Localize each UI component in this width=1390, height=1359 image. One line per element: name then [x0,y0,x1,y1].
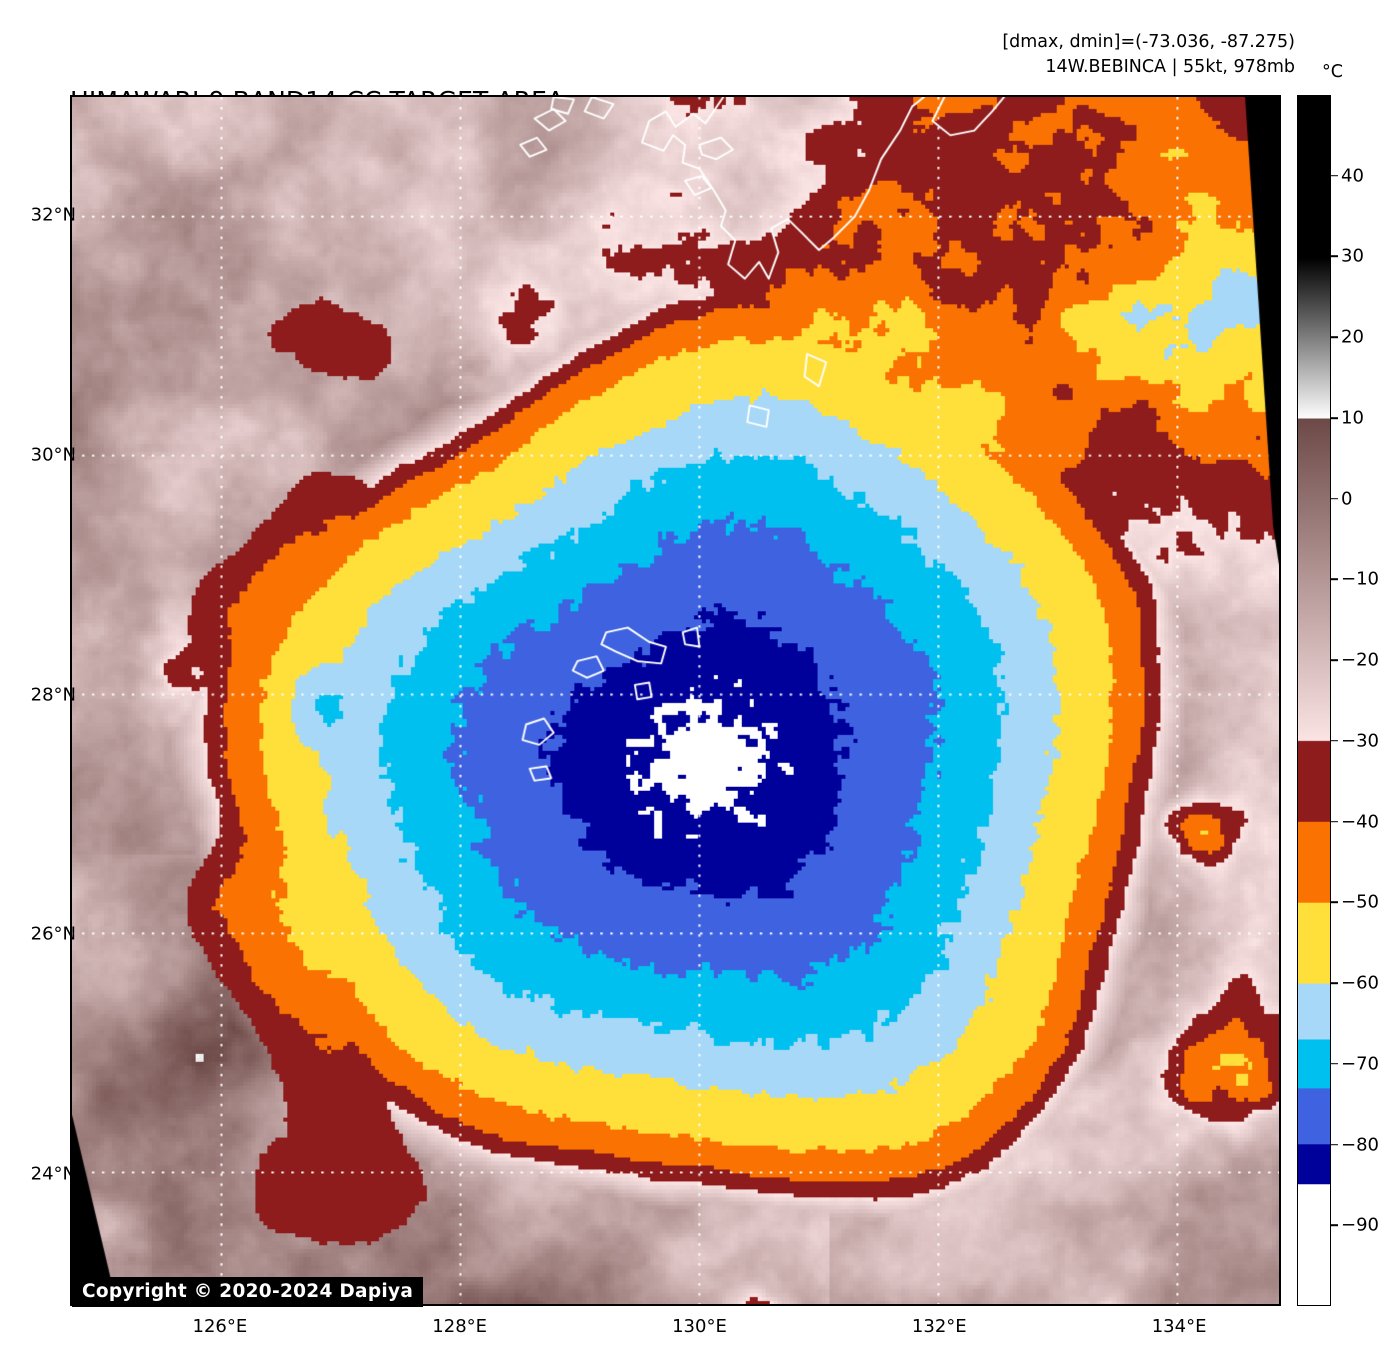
colorbar-tick-mark [1331,1063,1338,1065]
copyright-watermark: Copyright © 2020-2024 Dapiya [72,1277,424,1307]
satellite-image-canvas [72,97,1279,1304]
colorbar-tick-mark [1331,1224,1338,1227]
colorbar-tick-mark [1331,336,1338,338]
colorbar [1297,95,1331,1306]
lat-tick-label-28: 28°N [30,684,76,705]
colorbar-canvas [1298,96,1330,1305]
lon-tick-label-126: 126°E [192,1316,248,1337]
colorbar-tick-label-30: 30 [1341,245,1364,267]
colorbar-unit-label: °C [1322,62,1343,82]
colorbar-tick-label--70: −70 [1341,1053,1379,1075]
lat-tick-label-26: 26°N [30,923,76,945]
colorbar-tick-mark [1331,982,1338,984]
colorbar-tick-label--50: −50 [1341,891,1379,913]
lat-tick-label-24: 24°N [30,1163,76,1185]
metadata-block: [dmax, dmin]=(-73.036, -87.275) 14W.BEBI… [1002,30,1295,80]
colorbar-tick-mark [1331,659,1338,661]
colorbar-tick-label--60: −60 [1341,972,1379,994]
colorbar-tick-mark [1331,417,1338,419]
colorbar-tick-label--10: −10 [1341,568,1379,590]
colorbar-tick-mark [1331,497,1338,500]
colorbar-tick-label-40: 40 [1341,165,1364,187]
lon-tick-label-132: 132°E [911,1316,967,1337]
satellite-image-plot [70,95,1281,1306]
colorbar-tick-label--90: −90 [1341,1214,1379,1236]
colorbar-tick-label--40: −40 [1341,811,1379,833]
lat-tick-label-30: 30°N [30,444,76,466]
colorbar-tick-mark [1331,1143,1338,1146]
storm-info-label: 14W.BEBINCA | 55kt, 978mb [1045,57,1295,77]
data-range-label: [dmax, dmin]=(-73.036, -87.275) [1002,32,1295,52]
lat-tick-label-32: 32°N [30,204,76,226]
colorbar-tick-label-10: 10 [1341,407,1364,429]
colorbar-tick-mark [1331,174,1338,177]
colorbar-tick-mark [1331,740,1338,742]
colorbar-tick-label--30: −30 [1341,730,1379,752]
lon-tick-label-128: 128°E [432,1316,488,1337]
lon-tick-label-130: 130°E [672,1316,727,1337]
colorbar-tick-mark [1331,578,1338,581]
colorbar-tick-mark [1331,255,1338,258]
colorbar-tick-label--20: −20 [1341,649,1379,671]
colorbar-tick-label-0: 0 [1341,488,1353,510]
colorbar-tick-mark [1331,901,1338,904]
colorbar-tick-mark [1331,820,1338,823]
colorbar-tick-label-20: 20 [1341,326,1364,348]
lon-tick-label-134: 134°E [1151,1316,1207,1337]
colorbar-tick-label--80: −80 [1341,1134,1379,1156]
